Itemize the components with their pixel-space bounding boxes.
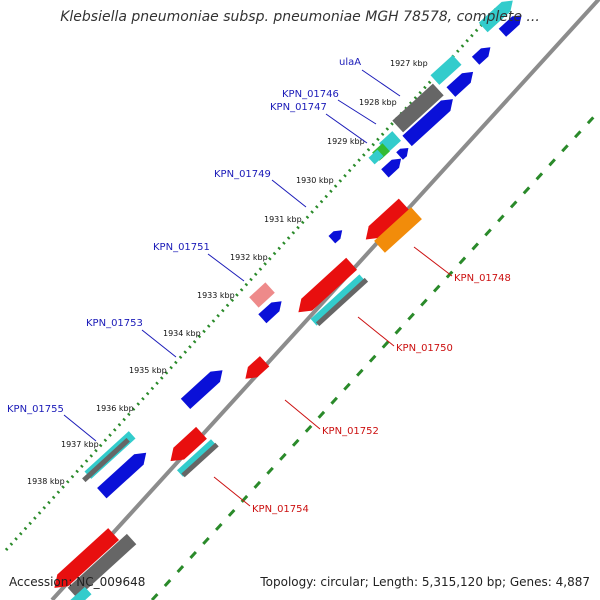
forward-gene-label: KPN_01755 xyxy=(7,404,64,415)
label-leader-line xyxy=(63,414,97,442)
forward-gene-label: KPN_01746 xyxy=(282,89,339,100)
cds-blue-01747b xyxy=(381,158,402,178)
cds-gray-01754 xyxy=(181,442,219,478)
cds-blue-01749 xyxy=(328,230,343,244)
reverse-gene-label: KPN_01754 xyxy=(252,504,309,515)
tick-label: 1932 kbp xyxy=(230,253,268,262)
label-leader-line xyxy=(207,253,245,282)
inner-dotted-ring xyxy=(4,7,498,552)
cds-blue-01747 xyxy=(396,148,409,160)
forward-gene-label: KPN_01749 xyxy=(214,169,271,180)
tick-labels: 1927 kbp 1928 kbp 1929 kbp 1930 kbp 1931 kbp… xyxy=(27,59,428,486)
cds-gray-01750 xyxy=(315,277,369,327)
reverse-gene-label: KPN_01750 xyxy=(396,343,453,354)
feature-labels: ulaA KPN_01746 KPN_01747 KPN_01749 KPN_01751… xyxy=(7,57,511,515)
forward-gene-label: ulaA xyxy=(339,57,361,68)
cds-orange-01748 xyxy=(374,207,422,253)
cds-cyan-ulaA xyxy=(430,55,462,85)
tick-label: 1933 kbp xyxy=(197,291,235,300)
cds-red-01754 xyxy=(170,426,207,462)
tick-label: 1928 kbp xyxy=(359,98,397,107)
label-leader-line xyxy=(284,399,321,430)
cds-blue-01755 xyxy=(97,452,147,499)
cds-cyan-01754 xyxy=(177,439,217,477)
accession-text: Accession: NC_009648 xyxy=(9,575,146,589)
cds-cyan-01747b xyxy=(368,149,384,165)
cds-gray-bottom xyxy=(67,533,137,599)
tick-label: 1936 kbp xyxy=(96,404,134,413)
tick-label: 1934 kbp xyxy=(163,329,201,338)
cds-blue-top xyxy=(498,15,522,37)
reverse-gene-label: KPN_01748 xyxy=(454,273,511,284)
cds-red-01748 xyxy=(365,198,410,240)
forward-gene-label: KPN_01747 xyxy=(270,102,327,113)
forward-gene-label: KPN_01751 xyxy=(153,242,210,253)
cds-red-01750 xyxy=(298,257,357,313)
tick-label: 1930 kbp xyxy=(296,176,334,185)
cds-cyan-bottom xyxy=(70,586,92,600)
tick-label: 1931 kbp xyxy=(264,215,302,224)
map-title: Klebsiella pneumoniae subsp. pneumoniae … xyxy=(60,9,540,25)
label-leader-line xyxy=(337,99,377,125)
cds-blue-ulaA-a xyxy=(446,71,474,97)
dotted-rings xyxy=(4,7,600,600)
cds-pink-01751 xyxy=(249,282,275,308)
tick-label: 1938 kbp xyxy=(27,477,65,486)
cds-gray-01746 xyxy=(392,83,444,133)
cds-blue-01753 xyxy=(180,370,223,409)
tick-label: 1927 kbp xyxy=(390,59,428,68)
summary-text: Topology: circular; Length: 5,315,120 bp… xyxy=(260,575,590,589)
cds-gray-01755 xyxy=(82,437,130,483)
cds-blue-01746 xyxy=(402,99,453,147)
cds-cyan-01750 xyxy=(310,274,366,326)
cds-red-bottom xyxy=(54,528,119,588)
label-leader-line xyxy=(413,246,453,277)
feature-track xyxy=(54,0,522,600)
reverse-gene-label: KPN_01752 xyxy=(322,426,379,437)
label-leader-line xyxy=(357,316,395,347)
label-leader-line xyxy=(271,179,307,208)
cds-red-01752 xyxy=(245,356,270,379)
cds-blue-ulaA-b xyxy=(471,47,491,65)
forward-gene-label: KPN_01753 xyxy=(86,318,143,329)
cds-cyan-top xyxy=(478,0,513,33)
label-leader-line xyxy=(141,329,177,358)
label-leader-line xyxy=(325,113,368,144)
cds-blue-01751 xyxy=(258,301,282,324)
outer-dashed-ring xyxy=(150,108,600,600)
tick-label: 1929 kbp xyxy=(327,137,365,146)
backbone-line xyxy=(50,0,600,600)
tick-label: 1935 kbp xyxy=(129,366,167,375)
label-leader-line xyxy=(213,476,251,507)
tick-label: 1937 kbp xyxy=(61,440,99,449)
label-leader-line xyxy=(361,69,401,97)
